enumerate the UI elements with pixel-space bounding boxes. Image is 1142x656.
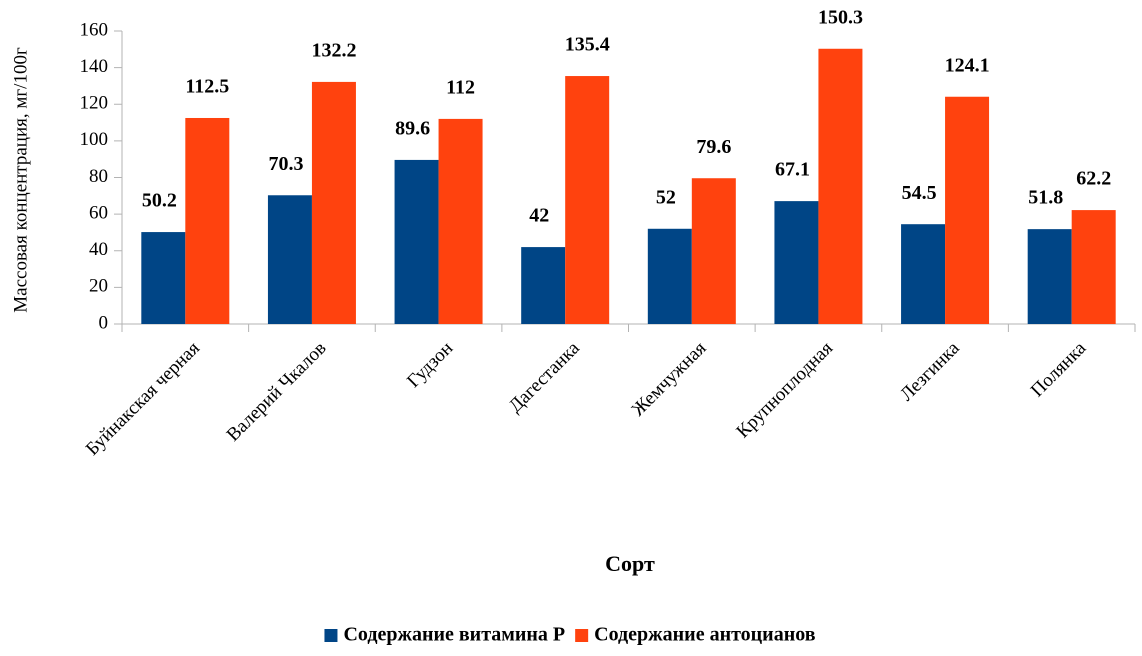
- data-label: 70.3: [268, 153, 303, 175]
- y-tick-label: 160: [80, 19, 109, 40]
- y-axis-label: Массовая концентрация, мг/100г: [10, 47, 31, 313]
- y-tick-label: 80: [89, 166, 108, 187]
- data-label: 51.8: [1028, 187, 1063, 209]
- x-tick-label: Валерий Чкалов: [223, 338, 331, 446]
- data-label: 89.6: [395, 118, 430, 140]
- y-tick-label: 120: [80, 93, 109, 114]
- y-tick-label: 20: [89, 276, 108, 297]
- y-tick-label: 140: [80, 56, 109, 77]
- bar: [945, 96, 990, 324]
- x-tick-label: Гудзон: [403, 338, 457, 392]
- x-tick-label: Полянка: [1027, 337, 1091, 401]
- bar: [1071, 210, 1116, 324]
- x-tick-label: Жемчужная: [628, 338, 711, 421]
- y-tick-label: 0: [99, 312, 109, 333]
- data-label: 112: [446, 76, 475, 98]
- bar: [901, 224, 946, 324]
- bar: [565, 76, 610, 324]
- y-tick-label: 40: [89, 239, 108, 260]
- bar: [647, 228, 692, 324]
- x-tick-label: Лезгинка: [896, 337, 964, 405]
- bar: [438, 118, 483, 325]
- x-tick-label: Дагестанка: [505, 337, 584, 416]
- bar: [691, 178, 736, 324]
- x-axis-label: Сорт: [605, 551, 655, 576]
- data-label: 124.1: [945, 54, 990, 76]
- bar: [521, 247, 566, 324]
- legend-swatch: [324, 629, 338, 642]
- data-label: 42: [529, 205, 549, 227]
- data-label: 112.5: [185, 76, 229, 98]
- data-label: 52: [656, 186, 676, 208]
- bar: [774, 201, 819, 324]
- y-tick-label: 60: [89, 202, 108, 223]
- data-label: 79.6: [696, 136, 731, 158]
- bar: [1027, 229, 1072, 324]
- legend-label: Содержание витамина Р: [343, 624, 565, 646]
- legend-swatch: [575, 629, 589, 642]
- x-tick-label: Крупноплодная: [732, 338, 837, 443]
- data-label: 62.2: [1076, 168, 1111, 190]
- data-label: 135.4: [565, 34, 610, 56]
- bar: [185, 117, 230, 324]
- data-label: 54.5: [902, 182, 937, 204]
- legend-label: Содержание антоцианов: [594, 624, 816, 646]
- x-tick-label: Буйнакская черная: [82, 338, 204, 460]
- data-label: 150.3: [818, 6, 863, 28]
- data-label: 67.1: [775, 159, 810, 181]
- data-label: 132.2: [311, 40, 356, 62]
- bar: [394, 159, 439, 324]
- bar: [311, 81, 356, 324]
- y-tick-label: 100: [80, 129, 109, 150]
- bar: [818, 48, 863, 325]
- data-label: 50.2: [142, 190, 177, 212]
- bar: [267, 195, 312, 324]
- bar: [141, 232, 186, 324]
